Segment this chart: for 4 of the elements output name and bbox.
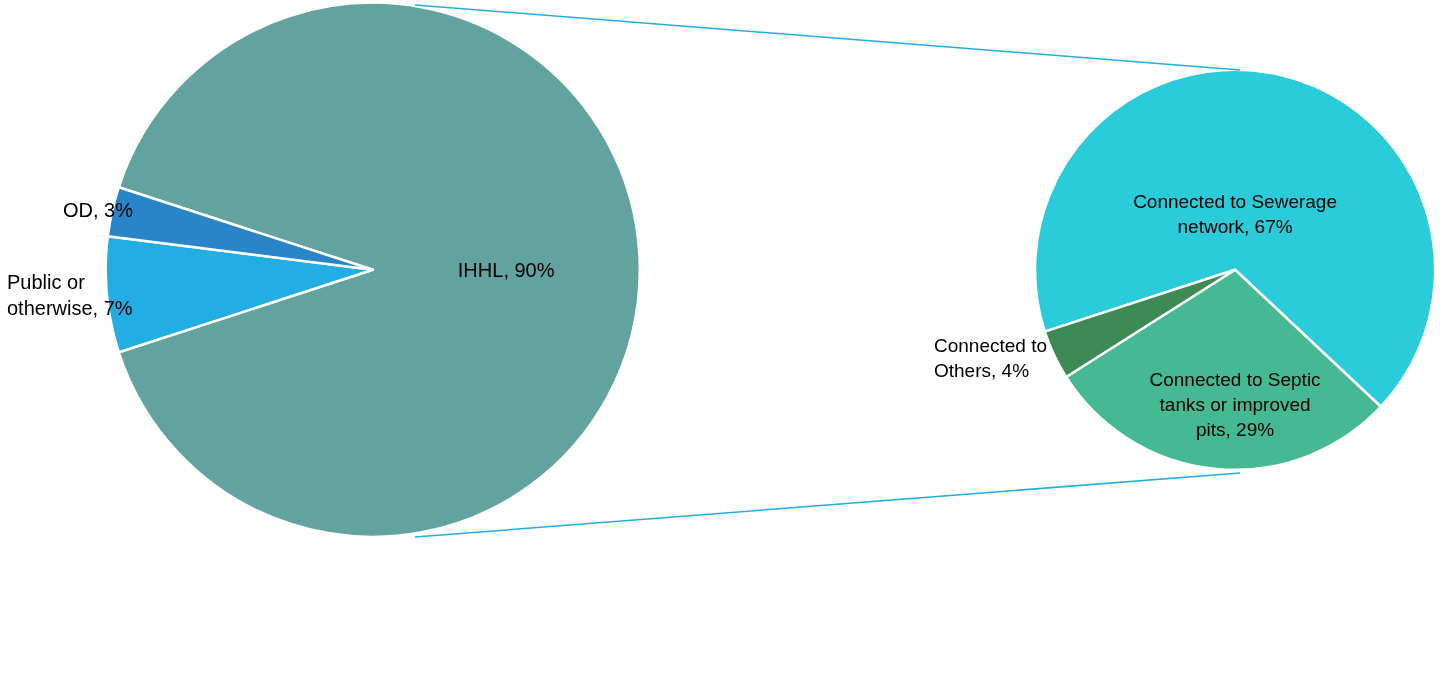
- slice-label: IHHL, 90%: [457, 258, 555, 281]
- slice-label: Connected to Sewerage network, 67%: [1133, 191, 1338, 237]
- slice-label: Connected to Others, 4%: [934, 335, 1048, 381]
- slice-label: Connected to Septic tanks or improved pits, 29%: [1149, 369, 1321, 440]
